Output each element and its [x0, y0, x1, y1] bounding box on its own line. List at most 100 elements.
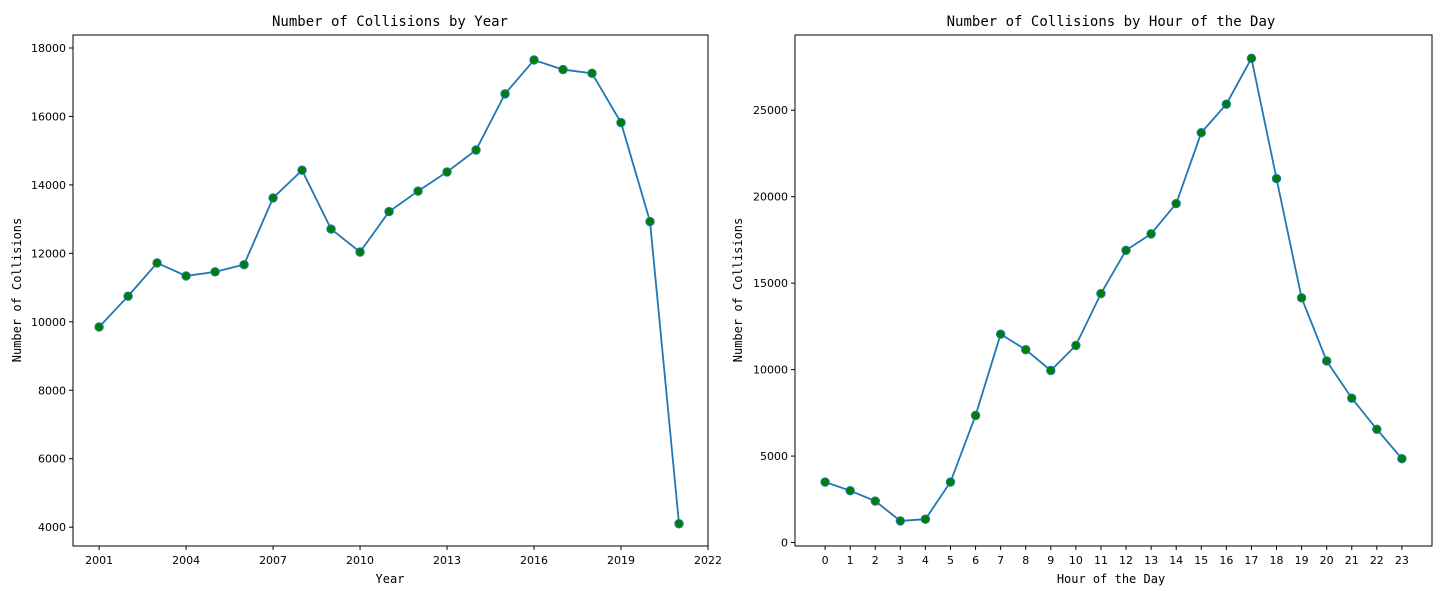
x-tick-label: 14: [1169, 554, 1183, 567]
data-point: [616, 117, 626, 128]
y-tick-label: 18000: [31, 42, 66, 55]
data-point: [1397, 453, 1407, 464]
x-tick-label: 18: [1270, 554, 1284, 567]
plot-area: 0 1 2 3 4 5 6 7 8 9 10 11 12 13 14 15 16 17 18 19 20 21 22 2305…: [753, 34, 1433, 567]
data-point: [645, 216, 655, 227]
y-tick-label: 10000: [753, 364, 788, 377]
data-point: [558, 64, 568, 75]
y-tick-label: 16000: [31, 110, 66, 123]
x-tick-label: 10: [1069, 554, 1083, 567]
data-point: [471, 145, 481, 155]
data-point: [674, 519, 684, 529]
x-tick-label: 4: [922, 554, 929, 567]
data-point: [413, 186, 423, 196]
series-line: [98, 58, 680, 524]
x-tick-label: 2007: [259, 554, 287, 567]
x-tick-label: 12: [1119, 554, 1133, 567]
data-point: [1246, 53, 1257, 64]
y-tick-label: 15000: [753, 277, 788, 290]
x-axis-label: Hour of the Day: [1057, 572, 1165, 586]
data-point: [94, 322, 104, 332]
x-tick-label: 2001: [85, 554, 113, 567]
data-point: [1096, 288, 1106, 299]
x-tick-label: 13: [1144, 554, 1158, 567]
data-point: [326, 224, 336, 234]
data-point: [181, 271, 191, 281]
data-point: [123, 291, 133, 301]
data-point: [268, 193, 278, 203]
plot-area: 2001 2004 2007 2010 2013 2016 2019 2022 4000 6000…: [31, 34, 722, 567]
x-tick-label: 5: [947, 554, 954, 567]
data-point: [355, 247, 365, 257]
x-tick-label: 2: [872, 554, 879, 567]
chart-collisions-by-year: Number of Collisions by Year Year Number…: [10, 14, 722, 586]
data-point: [210, 267, 220, 277]
x-tick-label: 23: [1395, 554, 1409, 567]
x-tick-label: 7: [997, 554, 1004, 567]
chart-collisions-by-hour: Number of Collisions by Hour of the Day …: [731, 14, 1433, 586]
data-point: [1271, 173, 1282, 184]
x-tick-label: 9: [1047, 554, 1054, 567]
data-point: [995, 329, 1006, 339]
x-axis-label: Year: [376, 572, 405, 586]
plot-frame: [72, 34, 709, 547]
data-point: [152, 258, 162, 268]
y-tick-label: 14000: [31, 179, 66, 192]
x-tick-label: 8: [1022, 554, 1029, 567]
y-axis-label: Number of Collisions: [10, 218, 24, 363]
y-tick-label: 12000: [31, 247, 66, 260]
x-tick-label: 2022: [694, 554, 722, 567]
x-tick-label: 17: [1244, 554, 1258, 567]
x-tick-label: 0: [822, 554, 829, 567]
data-point: [1196, 128, 1206, 138]
y-tick-label: 5000: [760, 450, 788, 463]
x-tick-label: 11: [1094, 554, 1108, 567]
x-tick-label: 2013: [433, 554, 461, 567]
x-tick-label: 2016: [520, 554, 548, 567]
data-point: [945, 477, 956, 487]
data-point: [529, 55, 539, 65]
y-tick-label: 0: [781, 537, 788, 550]
data-point: [1321, 356, 1332, 366]
x-tick-label: 3: [897, 554, 904, 567]
data-point: [1121, 245, 1131, 255]
y-tick-label: 20000: [753, 191, 788, 204]
y-tick-label: 6000: [38, 453, 66, 466]
data-point: [845, 485, 855, 496]
data-point: [1146, 229, 1156, 239]
x-tick-label: 21: [1345, 554, 1359, 567]
y-tick-label: 8000: [38, 384, 66, 397]
data-point: [920, 514, 931, 524]
x-tick-label: 22: [1370, 554, 1384, 567]
data-point: [1071, 340, 1081, 351]
x-tick-label: 2019: [607, 554, 635, 567]
plot-frame: [794, 34, 1433, 547]
data-point: [1347, 393, 1357, 403]
data-point: [1171, 198, 1181, 209]
data-point: [1372, 424, 1382, 434]
y-tick-label: 4000: [38, 521, 66, 534]
data-point: [870, 496, 880, 506]
data-point: [500, 89, 510, 99]
x-tick-label: 20: [1320, 554, 1334, 567]
series-line: [824, 55, 1403, 522]
data-point: [384, 206, 394, 217]
data-point: [587, 68, 597, 79]
x-tick-label: 2010: [346, 554, 374, 567]
y-tick-label: 25000: [753, 104, 788, 117]
x-tick-label: 2004: [172, 554, 200, 567]
x-tick-label: 1: [847, 554, 854, 567]
x-tick-label: 16: [1219, 554, 1233, 567]
y-axis-label: Number of Collisions: [731, 218, 745, 363]
data-point: [1296, 293, 1307, 303]
x-tick-label: 19: [1295, 554, 1309, 567]
data-point: [970, 410, 981, 421]
x-tick-label: 15: [1194, 554, 1208, 567]
chart-title: Number of Collisions by Hour of the Day: [947, 14, 1276, 30]
data-point: [297, 165, 307, 175]
data-point: [895, 516, 906, 526]
x-tick-label: 6: [972, 554, 979, 567]
data-point: [820, 477, 830, 487]
data-point: [442, 167, 452, 177]
